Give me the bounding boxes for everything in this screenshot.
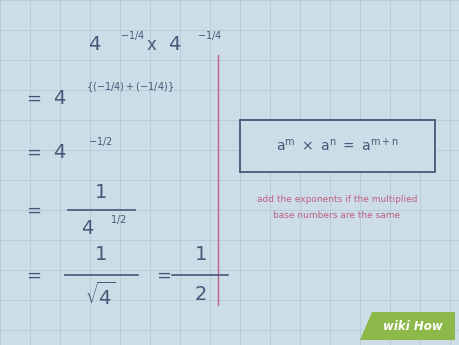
Text: add the exponents if the multiplied: add the exponents if the multiplied [256, 196, 416, 205]
Text: $\mathsf{a^m\ \times\ a^n\ =\ a^{m+n}}$: $\mathsf{a^m\ \times\ a^n\ =\ a^{m+n}}$ [275, 137, 398, 155]
Text: $\mathsf{-1/4}$: $\mathsf{-1/4}$ [120, 29, 145, 41]
Text: $\mathsf{\sqrt{4}}$: $\mathsf{\sqrt{4}}$ [84, 282, 115, 309]
Text: $\mathsf{=}$: $\mathsf{=}$ [22, 201, 41, 219]
Text: $\mathsf{4}$: $\mathsf{4}$ [53, 89, 67, 108]
Text: $\mathsf{4}$: $\mathsf{4}$ [53, 142, 67, 161]
Text: $\mathsf{=}$: $\mathsf{=}$ [152, 266, 171, 284]
Text: $\mathsf{1/2}$: $\mathsf{1/2}$ [110, 214, 126, 227]
Text: base numbers are the same: base numbers are the same [273, 210, 400, 219]
Bar [240, 120, 434, 172]
Polygon shape [359, 312, 454, 340]
Text: $\mathsf{=}$: $\mathsf{=}$ [22, 266, 41, 284]
Text: $\mathsf{4}$: $\mathsf{4}$ [168, 36, 181, 55]
Text: $\mathsf{1}$: $\mathsf{1}$ [94, 183, 106, 201]
Text: $\mathsf{-1/4}$: $\mathsf{-1/4}$ [196, 29, 222, 41]
Text: $\mathsf{4}$: $\mathsf{4}$ [88, 36, 101, 55]
Text: $\mathsf{\{(-1/4) + (-1/4)\}}$: $\mathsf{\{(-1/4) + (-1/4)\}}$ [86, 80, 174, 94]
Text: $\mathsf{1}$: $\mathsf{1}$ [193, 246, 206, 265]
Text: $\mathsf{-1/2}$: $\mathsf{-1/2}$ [88, 136, 112, 148]
Text: wiki How: wiki How [382, 319, 442, 333]
Text: $\mathsf{4}$: $\mathsf{4}$ [81, 218, 95, 237]
Text: $\mathsf{=}$: $\mathsf{=}$ [22, 89, 41, 107]
Text: $\mathsf{2}$: $\mathsf{2}$ [193, 286, 206, 305]
Text: $\mathsf{x}$: $\mathsf{x}$ [146, 36, 157, 54]
Text: $\mathsf{=}$: $\mathsf{=}$ [22, 143, 41, 161]
Text: $\mathsf{1}$: $\mathsf{1}$ [94, 246, 106, 265]
